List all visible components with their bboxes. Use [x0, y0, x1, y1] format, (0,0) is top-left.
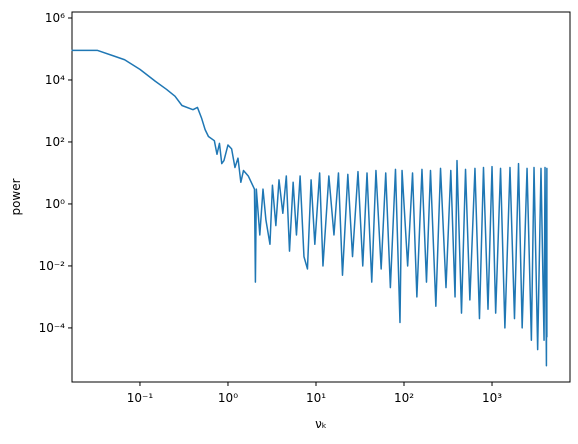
data-line	[71, 49, 548, 367]
x-tick-label: 10⁻¹	[127, 391, 154, 405]
y-tick-label: 10⁰	[45, 197, 65, 211]
y-tick-label: 10⁻²	[39, 259, 66, 273]
y-tick-label: 10⁻⁴	[39, 321, 66, 335]
x-tick-label: 10²	[394, 391, 414, 405]
y-tick-label: 10⁶	[45, 11, 65, 25]
y-tick-label: 10⁴	[45, 73, 65, 87]
x-tick-label: 10¹	[306, 391, 326, 405]
x-tick-label: 10⁰	[218, 391, 238, 405]
y-tick-label: 10²	[45, 135, 65, 149]
x-axis-label: νₖ	[315, 417, 327, 431]
plot-frame	[71, 11, 571, 383]
x-tick-label: 10³	[482, 391, 502, 405]
y-axis-label: power	[9, 178, 23, 215]
